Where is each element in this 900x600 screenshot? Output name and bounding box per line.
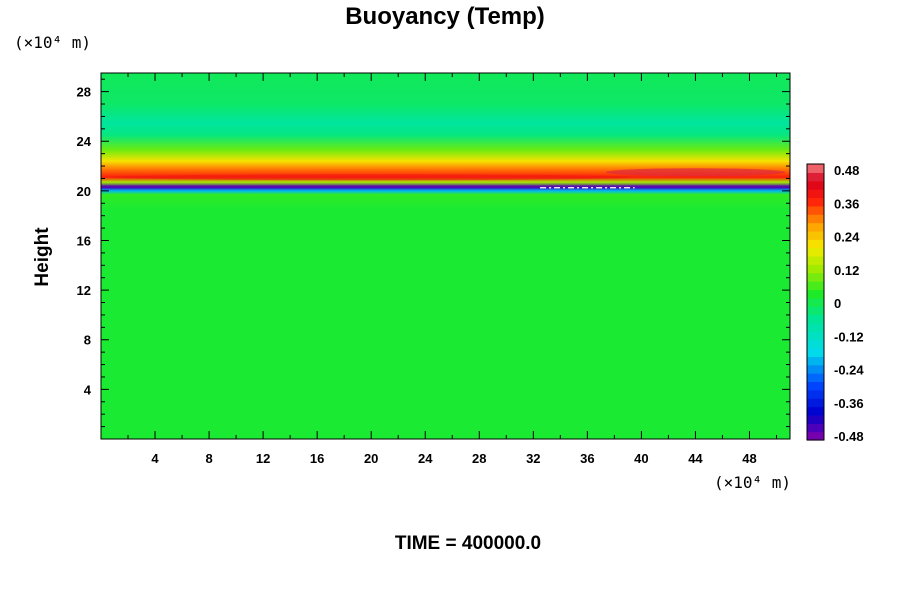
colorbar-swatch xyxy=(807,281,824,291)
colorbar-swatch xyxy=(807,205,824,215)
colorbar-swatch xyxy=(807,322,824,332)
colorbar-swatch xyxy=(807,389,824,399)
colorbar-swatch xyxy=(807,172,824,182)
colorbar-swatch xyxy=(807,423,824,433)
x-axis: 4 8 12 16 20 24 28 32 36 40 44 48 xyxy=(127,73,777,466)
colorbar-tick-label: 0.24 xyxy=(834,230,860,245)
heatmap-field xyxy=(101,73,790,439)
y-tick-label: 12 xyxy=(77,283,91,298)
time-label: TIME = 400000.0 xyxy=(395,533,541,554)
colorbar-swatch xyxy=(807,239,824,249)
colorbar-tick-label: -0.12 xyxy=(834,329,864,344)
colorbar-tick-label: -0.48 xyxy=(834,429,864,444)
colorbar-tick-label: -0.24 xyxy=(834,363,864,378)
x-tick-label: 4 xyxy=(151,451,159,466)
colorbar-swatch xyxy=(807,373,824,383)
colorbar-swatch xyxy=(807,314,824,324)
colorbar-swatch xyxy=(807,247,824,257)
x-tick-label: 24 xyxy=(418,451,433,466)
x-tick-label: 44 xyxy=(688,451,703,466)
x-tick-label: 8 xyxy=(205,451,212,466)
colorbar-tick-label: -0.36 xyxy=(834,396,864,411)
colorbar-swatch xyxy=(807,272,824,282)
y-tick-label: 28 xyxy=(77,85,91,100)
cold-strip xyxy=(101,185,790,189)
colorbar-swatch xyxy=(807,339,824,349)
colorbar-swatch xyxy=(807,381,824,391)
colorbar-swatch xyxy=(807,431,824,441)
colorbar-swatch xyxy=(807,197,824,207)
colorbar-swatch xyxy=(807,414,824,424)
colorbar-swatch xyxy=(807,364,824,374)
chart-title: Buoyancy (Temp) xyxy=(345,3,545,30)
x-tick-label: 12 xyxy=(256,451,270,466)
y-tick-label: 4 xyxy=(84,382,92,397)
x-tick-label: 20 xyxy=(364,451,378,466)
colorbar-frame xyxy=(806,163,825,441)
heatmap-features xyxy=(101,168,790,189)
colorbar-swatch xyxy=(807,214,824,224)
y-tick-label: 8 xyxy=(84,333,91,348)
y-tick-label: 20 xyxy=(77,184,91,199)
x-tick-label: 36 xyxy=(580,451,594,466)
y-axis-label: Height xyxy=(32,227,53,287)
y-unit-label: (×10⁴ m) xyxy=(14,33,91,52)
colorbar-tick-label: 0 xyxy=(834,296,841,311)
colorbar-swatch xyxy=(807,230,824,240)
colorbar-tick-label: 0.36 xyxy=(834,196,859,211)
colorbar-swatch xyxy=(807,222,824,232)
colorbar-swatch xyxy=(807,180,824,190)
colorbar-swatch xyxy=(807,289,824,299)
colorbar-swatch xyxy=(807,398,824,408)
y-tick-label: 16 xyxy=(77,233,91,248)
colorbar-tick-label: 0.48 xyxy=(834,163,859,178)
plot-frame xyxy=(100,72,791,440)
warm-band-highlight xyxy=(605,168,786,177)
y-tick-label: 24 xyxy=(77,134,92,149)
warm-band-core xyxy=(111,174,632,181)
x-unit-label: (×10⁴ m) xyxy=(714,473,791,492)
x-tick-label: 16 xyxy=(310,451,324,466)
colorbar-swatch xyxy=(807,297,824,307)
colorbar-swatch xyxy=(807,264,824,274)
x-tick-label: 48 xyxy=(742,451,756,466)
colorbar-swatch xyxy=(807,406,824,416)
x-tick-label: 32 xyxy=(526,451,540,466)
colorbar-swatch xyxy=(807,306,824,316)
colorbar-swatch xyxy=(807,256,824,265)
x-tick-label: 40 xyxy=(634,451,648,466)
colorbar-swatch xyxy=(807,331,824,341)
colorbar-swatch xyxy=(807,164,824,173)
y-axis: 4 8 12 16 20 24 28 xyxy=(77,78,790,428)
colorbar-swatch xyxy=(807,348,824,357)
colorbar: 0.48 0.36 0.24 0.12 0 -0.12 -0.24 -0.36 -0.48 xyxy=(806,163,864,444)
colorbar-swatch xyxy=(807,189,824,199)
colorbar-swatch xyxy=(807,356,824,366)
x-tick-label: 28 xyxy=(472,451,486,466)
colorbar-tick-label: 0.12 xyxy=(834,263,859,278)
